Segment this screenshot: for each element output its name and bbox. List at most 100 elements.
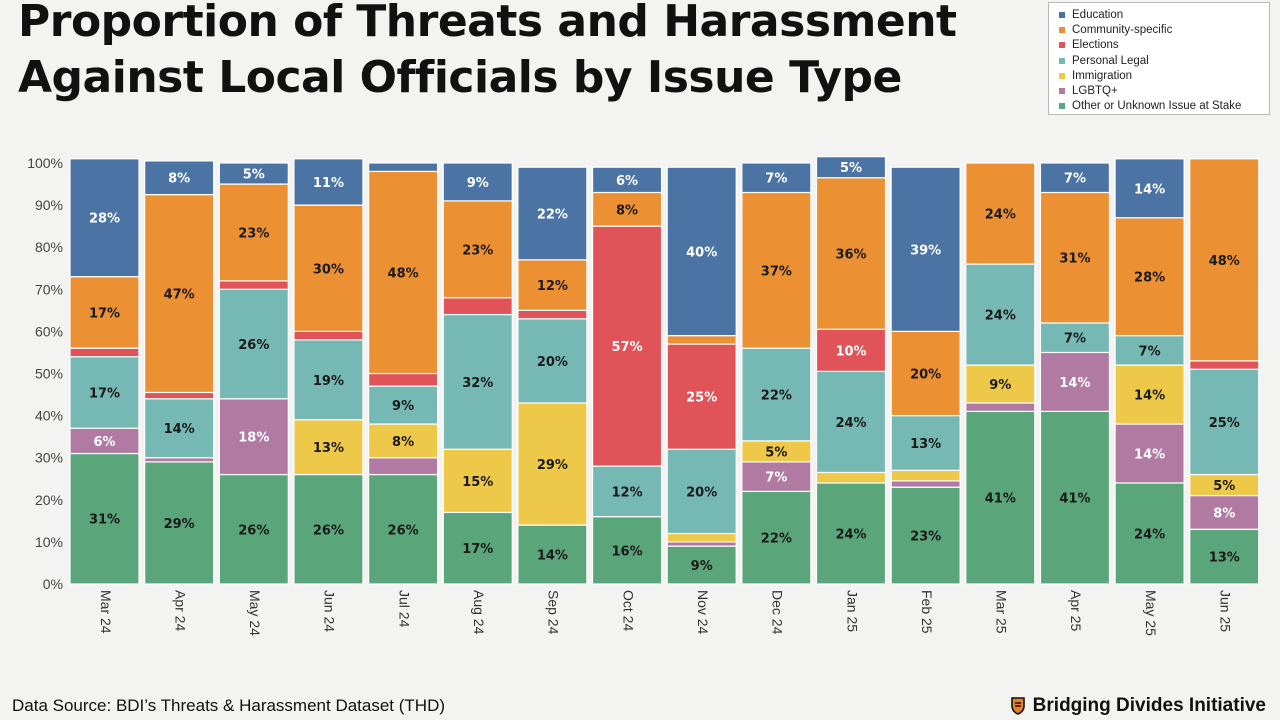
- data-label: 25%: [686, 391, 717, 406]
- legend-swatch: [1059, 103, 1065, 110]
- data-label: 5%: [1213, 479, 1235, 494]
- data-label: 5%: [243, 168, 265, 183]
- chart-title: Proportion of Threats and Harassment Aga…: [18, 0, 1038, 106]
- bar-segment-community-specific: [1114, 217, 1185, 337]
- bar-segment-elections: [293, 330, 364, 341]
- shield-icon: [1010, 697, 1025, 715]
- bar-segment-other-or-unknown-issue-at-stake: [965, 410, 1036, 585]
- x-tick-label: Nov 24: [695, 590, 711, 635]
- data-label: 29%: [537, 458, 568, 473]
- bar-segment-community-specific: [965, 162, 1036, 265]
- data-label: 14%: [164, 422, 195, 437]
- legend-item-lgbtq: LGBTQ+: [1059, 83, 1269, 98]
- legend-label: Other or Unknown Issue at Stake: [1072, 100, 1242, 113]
- bar-segment-other-or-unknown-issue-at-stake: [144, 461, 215, 585]
- data-label: 57%: [611, 340, 642, 355]
- data-label: 7%: [1064, 332, 1086, 347]
- data-label: 15%: [462, 475, 493, 490]
- bar-segment-personal-legal: [517, 318, 588, 404]
- bar-segment-education: [591, 166, 663, 194]
- y-tick-label: 20%: [35, 492, 63, 508]
- bar-segment-personal-legal: [218, 288, 289, 400]
- y-tick-label: 10%: [35, 534, 63, 550]
- y-tick-label: 50%: [35, 366, 63, 382]
- brand-name: Bridging Divides Initiative: [1032, 695, 1266, 716]
- data-label: 16%: [611, 544, 642, 559]
- bar-segment-education: [144, 160, 215, 196]
- legend-item-personal-legal: Personal Legal: [1059, 53, 1269, 68]
- y-tick-label: 90%: [35, 197, 63, 213]
- data-label: 18%: [238, 431, 269, 446]
- data-label: 11%: [313, 176, 344, 191]
- bar-segment-immigration: [890, 469, 961, 482]
- bar-segment-other-or-unknown-issue-at-stake: [815, 482, 887, 585]
- chart-legend: Education Community-specific Elections Pers…: [1048, 2, 1270, 115]
- bar-segment-community-specific: [293, 204, 364, 333]
- y-tick-label: 0%: [43, 576, 63, 592]
- data-label: 19%: [313, 374, 344, 389]
- data-label: 22%: [537, 208, 568, 223]
- data-label: 9%: [392, 399, 414, 414]
- bar-segment-elections: [368, 372, 439, 387]
- bar-segment-other-or-unknown-issue-at-stake: [591, 516, 663, 585]
- chart-title-line-1: Proportion of Threats and Harassment: [18, 0, 957, 47]
- bar-segment-elections: [69, 347, 140, 358]
- data-label: 24%: [835, 416, 866, 431]
- legend-swatch: [1059, 42, 1065, 49]
- data-label: 12%: [611, 485, 642, 500]
- data-label: 24%: [1134, 527, 1165, 542]
- bar-segment-community-specific: [815, 177, 887, 330]
- bar-segment-personal-legal: [368, 385, 439, 425]
- data-label: 48%: [1209, 254, 1240, 269]
- bar-segment-elections: [144, 391, 215, 400]
- data-label: 14%: [1059, 376, 1090, 391]
- data-label: 20%: [910, 368, 941, 383]
- bar-segment-lgbtq: [144, 457, 215, 463]
- x-tick-label: Mar 24: [98, 590, 114, 634]
- x-tick-label: Apr 24: [172, 590, 188, 631]
- data-label: 7%: [765, 471, 787, 486]
- stacked-bar-chart: 0% 10% 20% 30% 40% 50% 60% 70% 80% 90% 100% 31% 6% 17…: [27, 155, 1260, 636]
- data-label: 5%: [840, 161, 862, 176]
- data-label: 10%: [835, 344, 866, 359]
- data-label: 41%: [985, 492, 1016, 507]
- x-tick-label: Oct 24: [620, 590, 636, 631]
- chart-title-line-2: Against Local Officials by Issue Type: [18, 52, 902, 103]
- bar-segment-community-specific: [666, 335, 737, 345]
- data-label: 26%: [388, 523, 419, 538]
- bar-segment-education: [293, 158, 364, 206]
- legend-swatch: [1059, 11, 1065, 18]
- data-label: 8%: [168, 172, 190, 187]
- legend-swatch: [1059, 72, 1065, 79]
- data-label: 26%: [238, 523, 269, 538]
- bar-segment-personal-legal: [1039, 322, 1111, 354]
- legend-label: Personal Legal: [1072, 54, 1149, 67]
- legend-label: Elections: [1072, 39, 1119, 52]
- data-label: 23%: [910, 530, 941, 545]
- x-tick-label: Jan 25: [844, 590, 860, 632]
- legend-label: Immigration: [1072, 69, 1133, 82]
- bar-segment-community-specific: [69, 276, 140, 349]
- bar-segment-lgbtq: [218, 398, 289, 476]
- bar-segment-education: [69, 158, 140, 278]
- bar-segment-immigration: [965, 364, 1036, 404]
- data-label: 20%: [537, 355, 568, 370]
- bar-segment-other-or-unknown-issue-at-stake: [1039, 410, 1111, 585]
- data-label: 39%: [910, 243, 941, 258]
- x-tick-label: May 25: [1143, 590, 1159, 636]
- data-label: 17%: [462, 542, 493, 557]
- data-label: 8%: [1213, 506, 1235, 521]
- data-source-note: Data Source: BDI’s Threats & Harassment …: [12, 696, 446, 715]
- data-label: 24%: [835, 527, 866, 542]
- bar-segment-community-specific: [517, 259, 588, 311]
- data-label: 9%: [691, 559, 713, 574]
- data-label: 13%: [313, 441, 344, 456]
- data-label: 31%: [89, 513, 120, 528]
- y-tick-label: 100%: [27, 155, 63, 171]
- bar-segment-education: [666, 166, 737, 337]
- legend-label: LGBTQ+: [1072, 85, 1118, 98]
- data-label: 14%: [1134, 389, 1165, 404]
- bar-segment-elections: [591, 225, 663, 467]
- data-label: 41%: [1059, 492, 1090, 507]
- data-label: 32%: [462, 376, 493, 391]
